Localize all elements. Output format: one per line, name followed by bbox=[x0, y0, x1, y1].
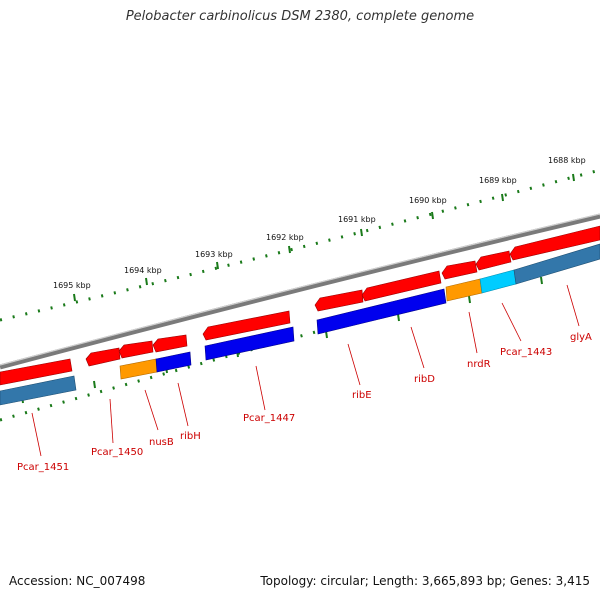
label-leader-lines bbox=[31, 284, 580, 457]
major-tick-1694 bbox=[145, 277, 148, 286]
kbp-label-1692: 1692 kbp bbox=[266, 233, 304, 242]
cds-forward-nusb bbox=[118, 340, 154, 359]
kbp-label-1690: 1690 kbp bbox=[409, 196, 447, 205]
outer-kbp-ruler bbox=[0, 168, 600, 322]
kbp-label-1688: 1688 kbp bbox=[548, 156, 586, 165]
genome-backbone-highlight bbox=[0, 213, 600, 366]
gene-label-ribh: ribH bbox=[180, 431, 201, 442]
leader-nrdr bbox=[468, 311, 478, 354]
gene-label-pcar1443: Pcar_1443 bbox=[500, 347, 552, 358]
gene-label-ribd: ribD bbox=[414, 374, 435, 385]
kbp-label-1691: 1691 kbp bbox=[338, 215, 376, 224]
gene-label-nrdr: nrdR bbox=[467, 359, 491, 370]
gene-label-pcar1451: Pcar_1451 bbox=[17, 462, 69, 473]
inner-tick-g bbox=[93, 380, 96, 389]
forward-cds-track bbox=[0, 225, 600, 386]
cds-forward-ribd bbox=[361, 270, 442, 302]
accession-info: Accession: NC_007498 bbox=[9, 574, 146, 588]
leader-pcar1447 bbox=[255, 365, 266, 411]
major-tick-1689 bbox=[501, 193, 504, 202]
gene-label-ribe: ribE bbox=[352, 390, 372, 401]
cds-forward-pcar1450 bbox=[85, 347, 121, 367]
cds-forward-pcar1447 bbox=[202, 310, 291, 341]
leader-glya bbox=[566, 284, 580, 327]
topology-info: Topology: circular; Length: 3,665,893 bp… bbox=[260, 574, 590, 588]
major-tick-1692 bbox=[288, 245, 291, 254]
kbp-label-1693: 1693 kbp bbox=[195, 250, 233, 259]
reverse-cds-track bbox=[0, 243, 600, 406]
cds-forward-pcar1443 bbox=[475, 250, 512, 271]
cds-reverse-pcar1447 bbox=[204, 326, 295, 361]
gene-label-pcar1450: Pcar_1450 bbox=[91, 447, 143, 458]
cds-reverse-nrdr bbox=[445, 278, 483, 302]
kbp-label-1695: 1695 kbp bbox=[53, 281, 91, 290]
genome-backbone bbox=[0, 213, 600, 370]
gene-label-pcar1447: Pcar_1447 bbox=[243, 413, 295, 424]
cds-reverse-glya bbox=[513, 243, 600, 285]
major-tick-1691 bbox=[360, 228, 363, 237]
major-tick-1695 bbox=[73, 293, 76, 302]
kbp-label-1694: 1694 kbp bbox=[124, 266, 162, 275]
cds-forward-ribh bbox=[152, 334, 188, 353]
inner-tick-a bbox=[540, 276, 543, 285]
cds-reverse-ribe-ribd bbox=[316, 288, 447, 335]
leader-pcar1443 bbox=[501, 302, 522, 342]
cds-forward-pcar1451 bbox=[0, 358, 73, 386]
cds-forward-nrdr bbox=[441, 260, 478, 280]
kbp-label-1689: 1689 kbp bbox=[479, 176, 517, 185]
leader-pcar1450 bbox=[109, 398, 114, 444]
map-title: Pelobacter carbinolicus DSM 2380, comple… bbox=[125, 9, 475, 24]
major-ticks bbox=[73, 173, 575, 302]
major-tick-1693 bbox=[216, 261, 219, 270]
leader-ribd bbox=[410, 326, 425, 369]
cds-reverse-pcar1443 bbox=[479, 269, 517, 294]
inner-tick-c bbox=[397, 313, 400, 322]
leader-ribe bbox=[347, 343, 361, 386]
leader-ribh bbox=[177, 382, 189, 427]
inner-tick-b bbox=[468, 295, 471, 304]
leader-pcar1451 bbox=[31, 412, 42, 457]
gene-label-glya: glyA bbox=[570, 332, 592, 343]
leader-nusb bbox=[144, 389, 159, 431]
cds-reverse-pcar1451 bbox=[0, 375, 77, 406]
major-tick-1690 bbox=[431, 211, 434, 220]
cds-forward-ribe bbox=[314, 289, 364, 312]
cds-reverse-ribh bbox=[155, 351, 192, 373]
gene-label-nusb: nusB bbox=[149, 437, 174, 448]
cds-forward-glya bbox=[509, 225, 600, 261]
major-tick-1688 bbox=[572, 173, 575, 182]
